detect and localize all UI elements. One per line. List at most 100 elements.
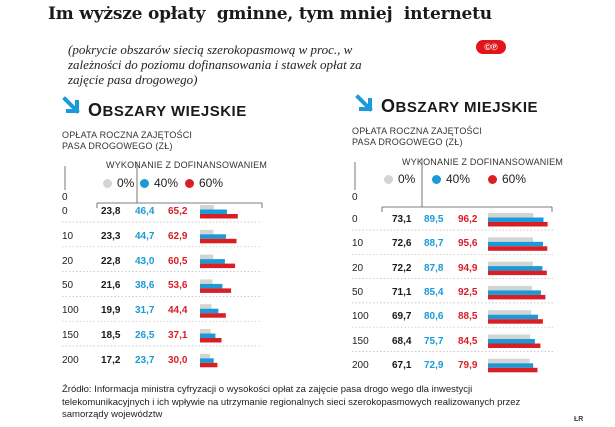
urban-row-label: 20 — [352, 262, 364, 274]
urban-legend-label: WYKONANIE Z DOFINANSOWANIEM — [402, 157, 564, 167]
urban-bar-40pct — [488, 266, 543, 271]
urban-value-label: 88,5 — [458, 311, 478, 323]
urban-value-label: 75,7 — [424, 335, 444, 347]
rural-value-label: 38,6 — [135, 280, 155, 292]
rural-bar-0pct — [200, 279, 213, 284]
urban-value-label: 87,8 — [424, 262, 444, 274]
rural-value-label: 23,8 — [101, 206, 121, 217]
urban-row-label: 150 — [352, 335, 369, 347]
rural-bar-60pct — [200, 263, 236, 269]
arrow-down-right-icon — [62, 96, 82, 121]
urban-row-label: 200 — [352, 359, 369, 371]
urban-bar-40pct — [488, 241, 543, 247]
page-title: Im wyższe opłaty gminne, tym mniej inter… — [48, 4, 492, 24]
rural-bar-0pct — [200, 254, 214, 260]
rural-value-label: 60,5 — [168, 255, 188, 267]
urban-bar-0pct — [488, 358, 530, 364]
rural-value-label: 31,7 — [135, 305, 155, 317]
legend-dot-icon — [488, 174, 497, 184]
urban-axis-start: 0 — [352, 192, 358, 203]
rural-legend-40: 40% — [140, 176, 178, 190]
rural-bar-0pct — [200, 304, 212, 309]
rural-value-label: 43,0 — [135, 255, 155, 267]
rural-value-label: 37,1 — [168, 330, 188, 341]
urban-legend-0: 0% — [384, 172, 415, 186]
rural-row-label: 20 — [62, 255, 74, 267]
legend-dot-icon — [103, 178, 112, 188]
rural-bar-40pct — [200, 283, 223, 289]
legend-dot-icon — [185, 178, 194, 188]
urban-value-label: 79,9 — [458, 359, 478, 371]
rural-axis-start: 0 — [62, 192, 68, 203]
rural-bar-40pct — [200, 259, 225, 264]
urban-value-label: 80,6 — [424, 311, 444, 323]
author-credit: ŁR — [574, 416, 584, 423]
urban-bar-60pct — [488, 222, 548, 227]
urban-bar-60pct — [488, 270, 547, 276]
urban-value-label: 72,9 — [424, 359, 444, 371]
rural-bar-0pct — [200, 329, 211, 334]
rural-row-label: 200 — [62, 354, 79, 366]
copyright-badge: ©℗ — [476, 40, 506, 54]
urban-row-label: 50 — [352, 286, 364, 298]
urban-bar-40pct — [488, 217, 544, 222]
urban-row-label: 100 — [352, 311, 369, 323]
rural-bar-0pct — [200, 353, 210, 359]
rural-row-label: 50 — [62, 280, 74, 292]
urban-bar-0pct — [488, 261, 533, 267]
urban-bar-60pct — [488, 319, 543, 324]
source-note: Źródło: Informacja ministra cyfryzacji o… — [62, 384, 521, 420]
rural-value-label: 44,7 — [135, 230, 155, 242]
rural-value-label: 23,7 — [135, 354, 155, 366]
rural-value-label: 26,5 — [135, 330, 155, 341]
urban-bar-0pct — [488, 213, 534, 218]
rural-bar-60pct — [200, 288, 232, 293]
rural-value-label: 23,3 — [101, 230, 121, 242]
rural-value-label: 62,9 — [168, 230, 188, 242]
rural-legend-label: WYKONANIE Z DOFINANSOWANIEM — [106, 160, 268, 170]
urban-legend-40: 40% — [432, 172, 470, 186]
urban-value-label: 68,4 — [392, 335, 412, 347]
urban-value-label: 67,1 — [392, 359, 412, 371]
urban-row-label: 10 — [352, 238, 364, 250]
rural-bar-60pct — [200, 338, 222, 343]
rural-title: OBSZARY WIEJSKIE — [88, 100, 247, 120]
rural-value-label: 21,6 — [101, 280, 121, 292]
rural-value-label: 30,0 — [168, 354, 188, 366]
rural-bar-40pct — [200, 333, 216, 338]
urban-value-label: 94,9 — [458, 262, 478, 274]
rural-value-label: 46,4 — [135, 206, 155, 217]
legend-dot-icon — [384, 174, 393, 184]
urban-value-label: 96,2 — [458, 214, 478, 225]
urban-value-label: 88,7 — [424, 238, 444, 250]
urban-legend-60: 60% — [488, 172, 526, 186]
legend-dot-icon — [432, 174, 441, 184]
rural-bar-0pct — [200, 205, 214, 210]
rural-bar-40pct — [200, 234, 226, 239]
rural-bar-40pct — [200, 308, 219, 314]
rural-bar-40pct — [200, 358, 214, 363]
urban-value-label: 69,7 — [392, 311, 412, 323]
urban-value-label: 89,5 — [424, 214, 444, 225]
rural-legend-0: 0% — [103, 176, 134, 190]
urban-bar-0pct — [488, 237, 533, 242]
urban-bar-40pct — [488, 363, 534, 368]
urban-value-label: 72,2 — [392, 262, 412, 274]
rural-value-label: 19,9 — [101, 305, 121, 317]
urban-bar-40pct — [488, 339, 535, 344]
rural-value-label: 17,2 — [101, 354, 121, 366]
urban-row-label: 0 — [352, 214, 358, 225]
urban-axis-label: OPŁATA ROCZNA ZAJĘTOŚCI PASA DROGOWEGO (… — [352, 126, 483, 147]
rural-value-label: 53,6 — [168, 280, 188, 292]
rural-bar-60pct — [200, 362, 218, 368]
rural-bar-60pct — [200, 238, 237, 244]
rural-bar-40pct — [200, 209, 227, 214]
rural-axis-label: OPŁATA ROCZNA ZAJĘTOŚCI PASA DROGOWEGO (… — [62, 130, 193, 151]
urban-bar-60pct — [488, 367, 538, 373]
urban-bar-0pct — [488, 310, 532, 315]
urban-value-label: 92,5 — [458, 286, 478, 298]
rural-legend-60: 60% — [185, 176, 223, 190]
urban-value-label: 84,5 — [458, 335, 478, 347]
rural-bar-0pct — [200, 229, 214, 235]
urban-value-label: 72,6 — [392, 238, 412, 250]
